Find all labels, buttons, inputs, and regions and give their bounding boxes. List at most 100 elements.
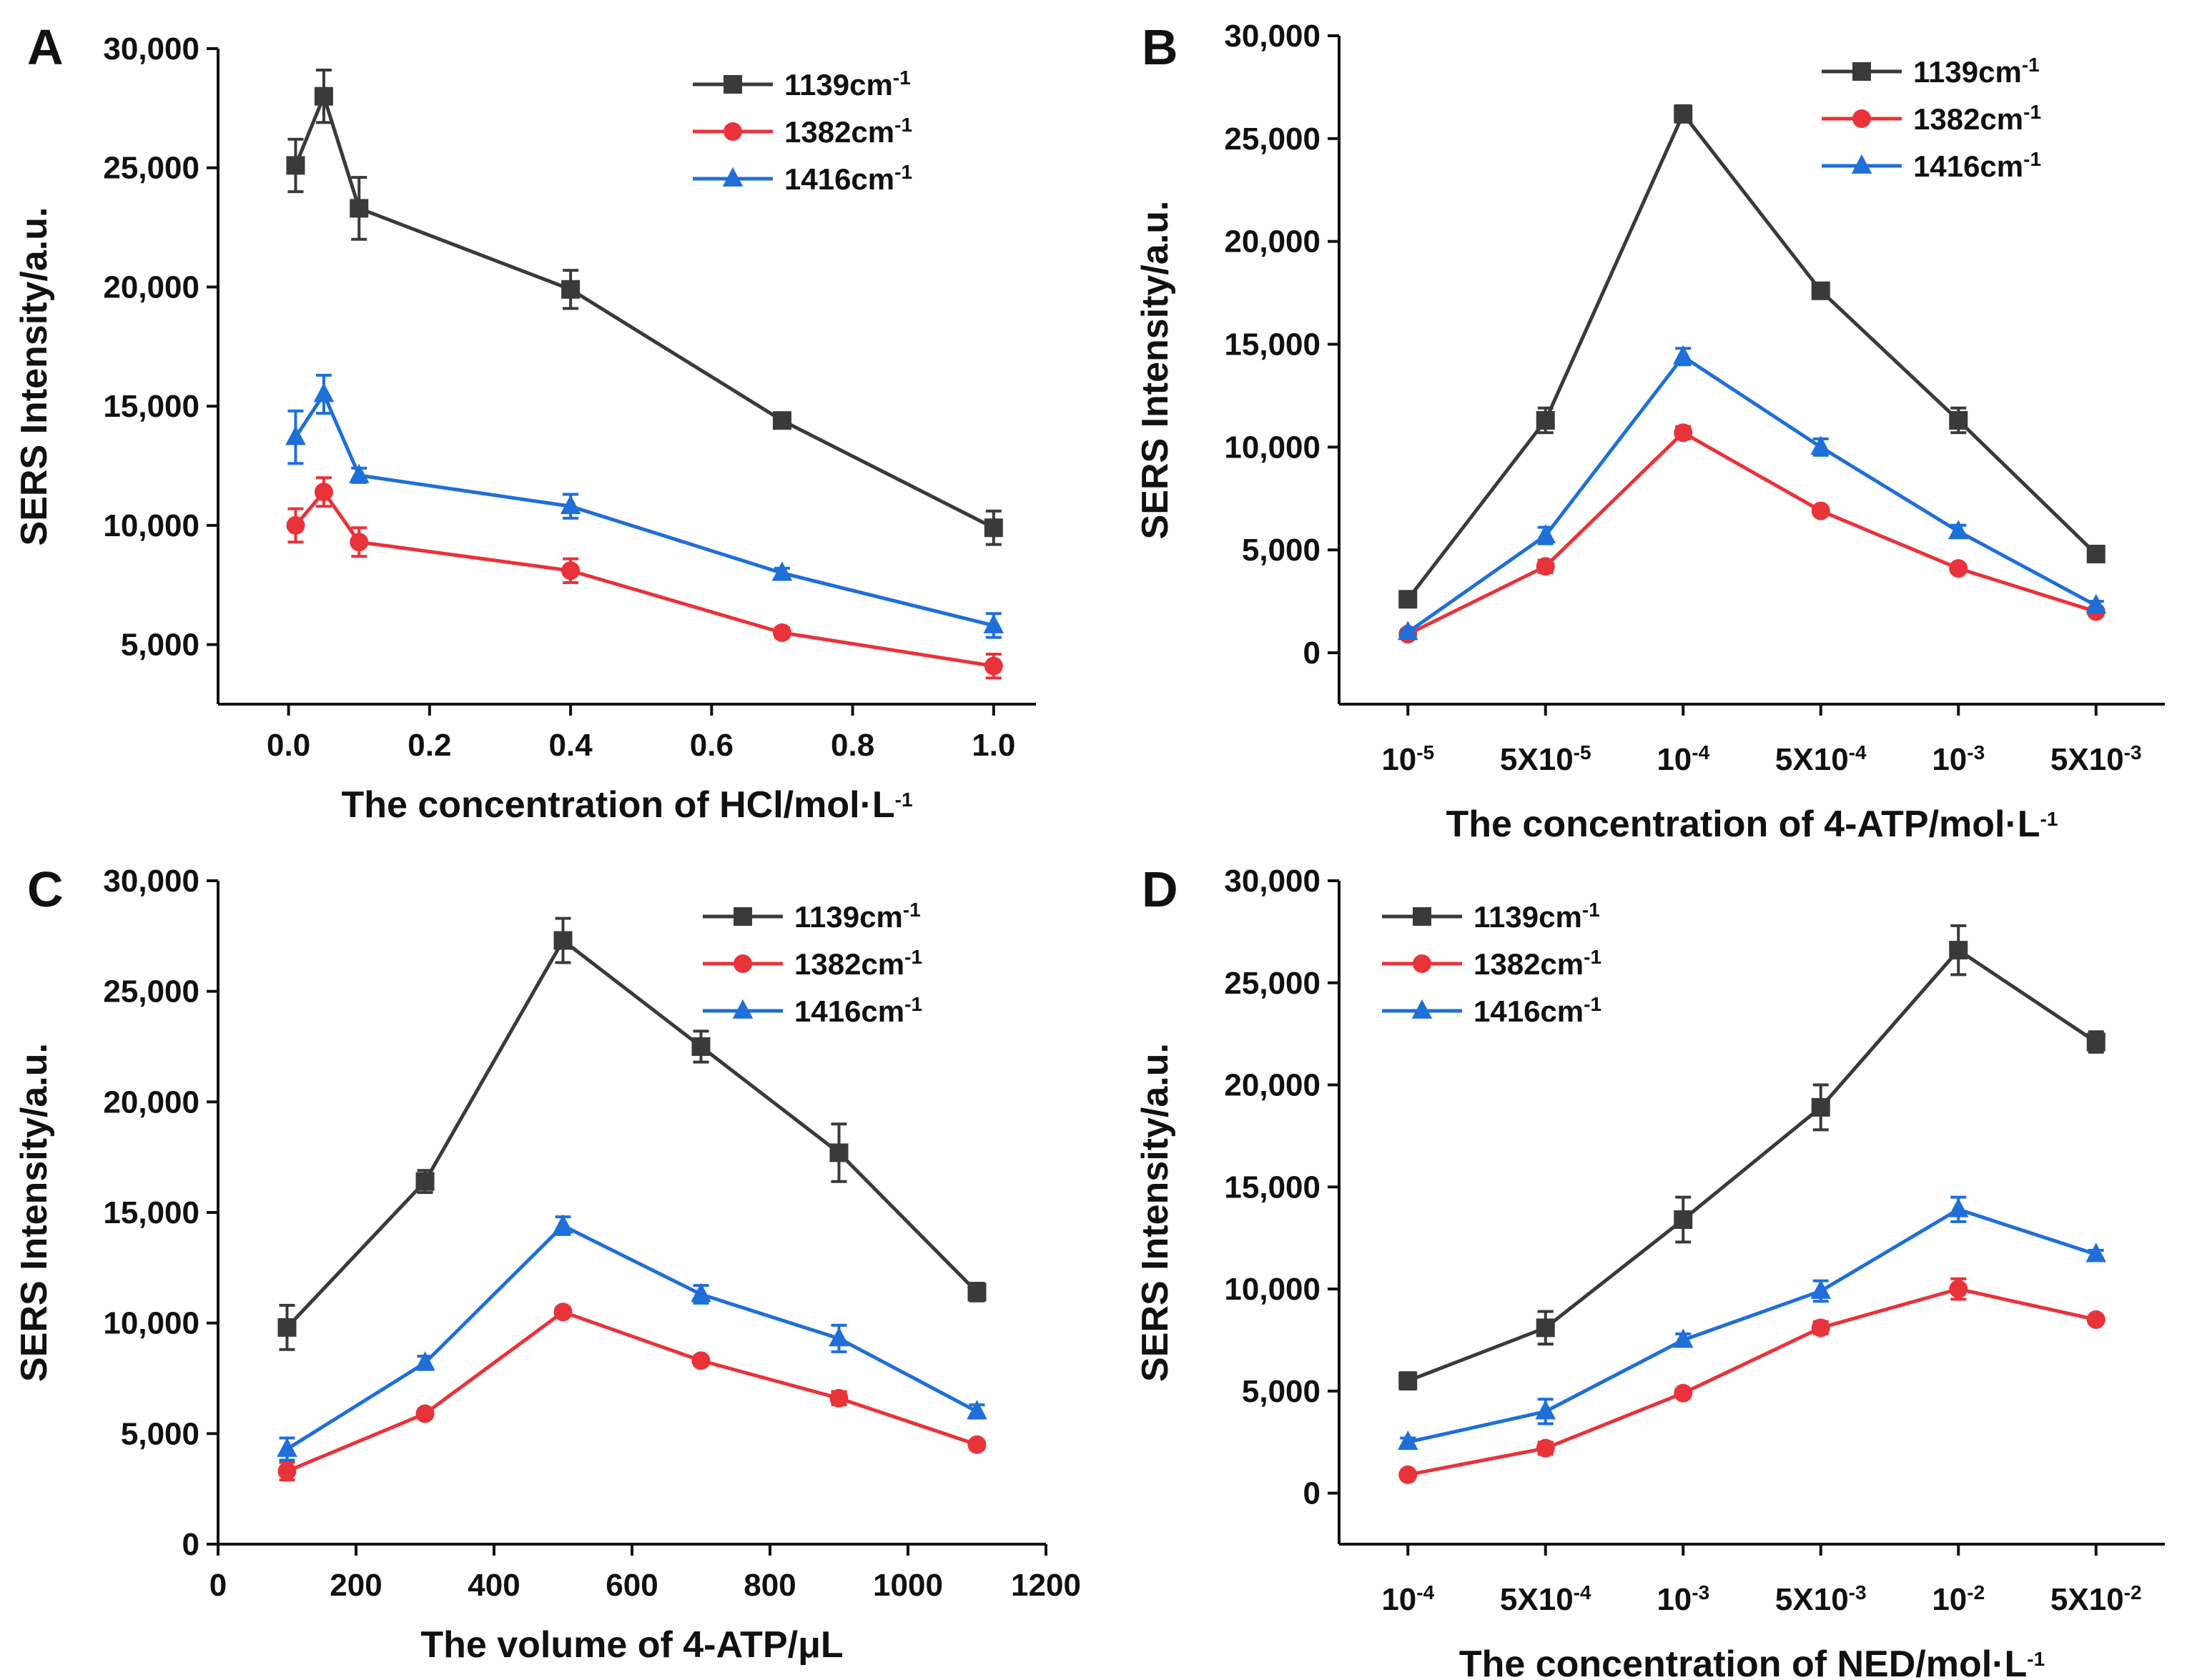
data-point — [2085, 1242, 2107, 1263]
series-1139 — [1398, 104, 2105, 609]
x-tick-label: 1000 — [873, 1568, 943, 1603]
y-tick-label: 30,000 — [103, 31, 199, 66]
legend-label: 1139cm-1 — [1473, 899, 1600, 934]
x-axis-title: The concentration of NED/mol·L-1 — [1459, 1644, 2045, 1680]
data-point — [984, 518, 1003, 538]
y-tick-label: 20,000 — [1224, 224, 1320, 260]
series-1382 — [277, 1303, 987, 1482]
data-point — [286, 515, 305, 535]
x-tick-label: 0.2 — [408, 728, 451, 763]
data-point — [2086, 544, 2105, 563]
data-point — [2085, 593, 2107, 613]
y-tick-label: 5,000 — [121, 1416, 199, 1451]
data-point — [553, 931, 573, 950]
data-point — [1536, 557, 1555, 576]
data-point — [1674, 1383, 1693, 1403]
data-point — [350, 533, 369, 552]
x-tick-label: 10-5 — [1381, 741, 1434, 778]
series-1416 — [285, 373, 1004, 639]
data-point — [561, 280, 581, 299]
legend-label: 1416cm-1 — [794, 993, 922, 1029]
series-1382 — [1398, 423, 2105, 644]
data-point — [560, 495, 581, 515]
y-tick-label: 10,000 — [103, 1306, 199, 1341]
legend-marker — [732, 999, 754, 1019]
y-tick-label: 25,000 — [1224, 122, 1320, 157]
data-point — [277, 1461, 297, 1481]
y-tick-label: 0 — [182, 1527, 199, 1562]
legend-label: 1139cm-1 — [784, 66, 911, 102]
series-1139 — [1398, 924, 2105, 1390]
data-point — [1810, 1279, 1832, 1299]
series-1139 — [277, 916, 987, 1351]
series-line — [1407, 1207, 2097, 1444]
x-tick-label: 600 — [606, 1568, 658, 1603]
chart-panel-b: B 0 5,000 10,000 15,000 20,000 25,000 30,000 10-… — [1135, 19, 2165, 845]
x-axis-title: The concentration of HCl/mol·L-1 — [341, 784, 912, 826]
data-point — [1810, 435, 1832, 455]
x-tick-label: 1200 — [1011, 1568, 1081, 1603]
y-axis-title: SERS Intensity/a.u. — [1135, 1043, 1176, 1382]
chart-panel-d: D 0 5,000 10,000 15,000 20,000 25,000 30,000 10-… — [1135, 861, 2165, 1680]
y-axis-title: SERS Intensity/a.u. — [14, 207, 55, 546]
data-point — [829, 1327, 849, 1347]
data-point — [1947, 1197, 1969, 1217]
data-point — [1949, 1280, 1968, 1299]
legend-marker — [1852, 62, 1871, 81]
panel-letter: D — [1142, 861, 1178, 917]
data-point — [1536, 410, 1555, 430]
data-point — [1811, 1097, 1830, 1117]
data-point — [772, 411, 791, 430]
data-point — [967, 1400, 987, 1420]
series-line — [286, 1310, 978, 1473]
x-tick-label: 10-3 — [1932, 741, 1985, 778]
legend-label: 1139cm-1 — [1913, 54, 2040, 89]
legend-marker — [1411, 999, 1433, 1019]
y-tick-label: 10,000 — [103, 508, 199, 543]
data-point — [984, 656, 1003, 676]
legend-label: 1139cm-1 — [794, 899, 921, 934]
series-line — [1406, 110, 2098, 601]
data-point — [415, 1351, 435, 1371]
legend: 1139cm-1 1382cm-1 1416cm-1 — [703, 899, 922, 1029]
y-tick-label: 15,000 — [103, 389, 199, 424]
data-point — [1949, 559, 1968, 578]
data-point — [2086, 1032, 2105, 1052]
data-point — [415, 1172, 435, 1191]
data-point — [1949, 410, 1968, 430]
x-tick-label: 0.4 — [549, 728, 593, 763]
data-point — [2086, 1310, 2105, 1329]
x-tick-label: 0.6 — [690, 728, 734, 763]
x-tick-label: 200 — [330, 1568, 382, 1603]
data-point — [1398, 590, 1418, 609]
legend: 1139cm-1 1382cm-1 1416cm-1 — [693, 66, 912, 196]
data-point — [1811, 501, 1830, 520]
legend-marker — [1852, 109, 1871, 128]
y-tick-label: 20,000 — [1224, 1068, 1320, 1103]
data-point — [1674, 423, 1693, 443]
data-point — [1811, 281, 1830, 300]
x-tick-label: 0.8 — [831, 728, 874, 763]
y-tick-label: 15,000 — [103, 1195, 199, 1230]
legend-label: 1382cm-1 — [794, 946, 922, 982]
x-tick-label: 400 — [468, 1568, 520, 1603]
data-point — [348, 463, 370, 483]
data-point — [1811, 1318, 1830, 1338]
legend: 1139cm-1 1382cm-1 1416cm-1 — [1822, 54, 2041, 183]
legend-marker — [734, 954, 752, 973]
data-point — [1674, 104, 1693, 124]
data-point — [691, 1351, 711, 1370]
x-tick-label: 5X10-4 — [1500, 1581, 1591, 1618]
chart-panel-a: A 5,000 10,000 15,000 20,000 25,000 30,000 0.0 0… — [14, 19, 1036, 826]
data-point — [1672, 345, 1694, 365]
series-1416 — [1397, 345, 2107, 641]
data-point — [286, 156, 305, 175]
series-1416 — [1397, 1195, 2107, 1451]
data-point — [314, 87, 333, 106]
legend-marker — [1413, 907, 1431, 926]
y-tick-label: 30,000 — [1224, 864, 1320, 899]
data-point — [277, 1437, 297, 1457]
x-tick-label: 5X10-3 — [1775, 1581, 1867, 1618]
legend-marker — [724, 75, 742, 94]
data-point — [772, 623, 791, 642]
